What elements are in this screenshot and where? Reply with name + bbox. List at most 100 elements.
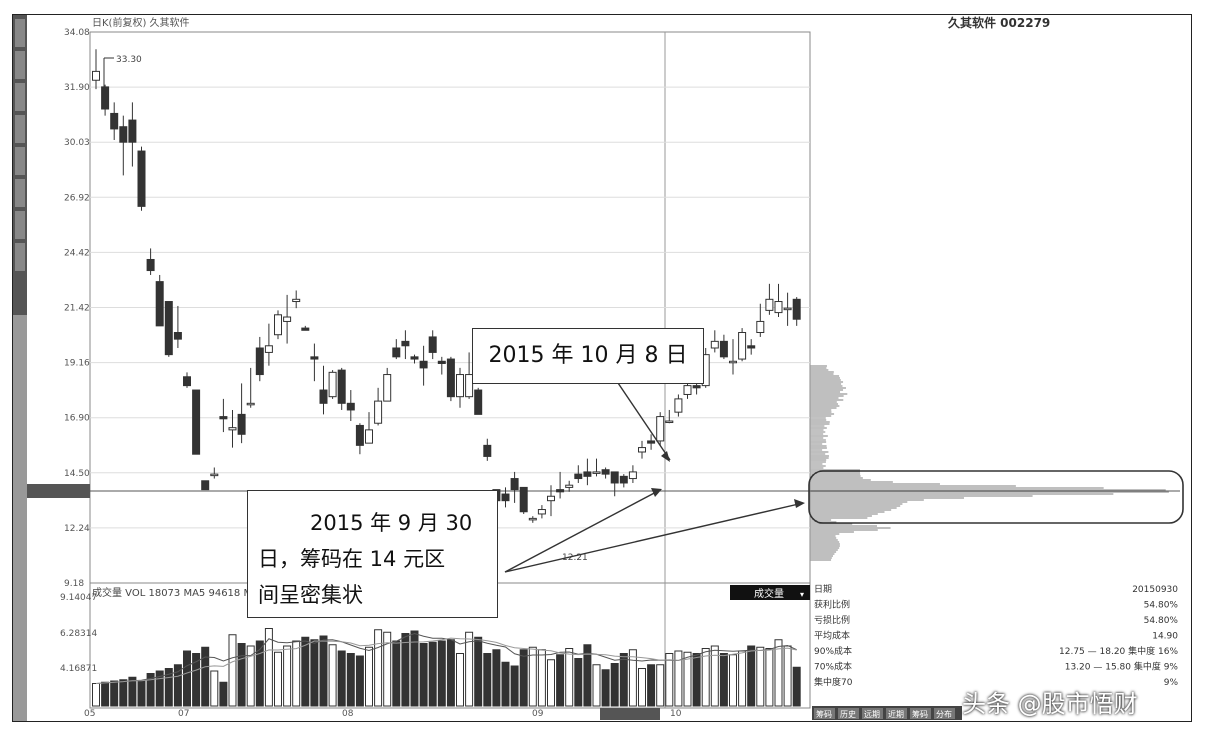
candle <box>475 388 482 415</box>
candle-body-down <box>156 282 163 326</box>
candle <box>129 102 136 166</box>
volume-bar <box>420 644 427 707</box>
candle-body-up <box>657 417 664 441</box>
volume-bar <box>657 665 664 706</box>
candle-body-down <box>120 127 127 142</box>
candle-body-up <box>757 321 764 332</box>
scroll-thumb[interactable] <box>600 708 660 720</box>
volume-bar <box>338 651 345 706</box>
volume-bar <box>493 650 500 706</box>
chip-row-label: 平均成本 <box>814 630 850 642</box>
candle-body-down <box>356 425 363 445</box>
candle-body-up <box>666 421 673 423</box>
candle-body-down <box>520 487 527 511</box>
candle-body-up <box>730 361 737 363</box>
candle-body-down <box>129 120 136 142</box>
candle-body-up <box>284 317 291 321</box>
candle-body-up <box>593 472 600 474</box>
callout-sep30-line3: 间呈密集状 <box>258 577 487 613</box>
candle <box>675 394 682 416</box>
candle <box>457 368 464 408</box>
candle-body-up <box>675 399 682 412</box>
callout-oct8: 2015 年 10 月 8 日 <box>472 328 704 384</box>
price-tick-label: 31.90 <box>64 83 90 93</box>
price-tick-label: 9.18 <box>64 579 84 589</box>
candle-body-up <box>766 299 773 310</box>
volume-bar <box>757 647 764 706</box>
candle-body-down <box>411 357 418 359</box>
candle <box>284 295 291 344</box>
candle <box>420 346 427 386</box>
candle <box>566 481 573 492</box>
volume-bar <box>566 649 573 707</box>
volume-bar <box>538 650 545 706</box>
candle-body-up <box>739 333 746 360</box>
volume-bar <box>766 649 773 707</box>
volume-tick-label: 4.16871 <box>60 664 97 674</box>
candle-body-down <box>111 113 118 128</box>
candle <box>639 441 646 459</box>
candle-body-up <box>566 485 573 487</box>
volume-bar <box>447 640 454 706</box>
chip-row-label: 获利比例 <box>814 599 850 611</box>
volume-bar <box>375 630 382 706</box>
candle-body-down <box>147 259 154 270</box>
candle <box>238 383 245 443</box>
candle <box>557 472 564 499</box>
candle <box>329 370 336 399</box>
volume-bar <box>457 654 464 707</box>
volume-bar <box>438 641 445 706</box>
candle-body-down <box>484 445 491 456</box>
volume-bar <box>220 682 227 706</box>
candle-body-down <box>393 348 400 357</box>
callout-sep30-line1: 2015 年 9 月 30 <box>258 505 487 541</box>
candle <box>784 293 791 326</box>
candle <box>438 357 445 375</box>
candle <box>538 505 545 518</box>
volume-bar <box>184 651 191 706</box>
candle-body-down <box>347 403 354 410</box>
candle-body-down <box>184 377 191 386</box>
candle-body-down <box>193 390 200 454</box>
date-axis: 05 07 08 09 10 <box>84 709 682 719</box>
candle <box>156 275 163 326</box>
volume-bar <box>284 646 291 706</box>
volume-tick-label: 6.28314 <box>60 629 97 639</box>
candle <box>666 410 673 423</box>
price-tick-label: 26.92 <box>64 193 90 203</box>
volume-bars <box>93 629 801 707</box>
candle-body-up <box>247 403 254 405</box>
candle <box>657 412 664 445</box>
candle <box>720 335 727 359</box>
volume-bar <box>648 665 655 706</box>
candle-body-up <box>293 299 300 301</box>
candle-body-down <box>602 470 609 474</box>
volume-bar <box>666 654 673 707</box>
candle-body-down <box>648 441 655 443</box>
chip-tabs-bar: 筹码 历史 远期 近期 筹码 分布 <box>812 706 962 720</box>
chip-row-label: 90%成本 <box>814 645 852 657</box>
candle <box>775 284 782 317</box>
chip-distribution <box>810 366 1169 560</box>
price-tick-label: 19.16 <box>64 359 90 369</box>
candle <box>793 297 800 326</box>
volume-bar <box>611 664 618 707</box>
candle-body-up <box>384 375 391 402</box>
candle-body-down <box>338 370 345 403</box>
candle <box>247 368 254 408</box>
volume-bar <box>93 684 100 707</box>
chip-row-value: 9% <box>1164 678 1179 688</box>
chip-tab-label: 筹码 <box>912 709 928 719</box>
candle <box>366 412 373 443</box>
candle <box>229 410 236 448</box>
volume-bar <box>129 677 136 706</box>
candle-series <box>93 49 801 523</box>
volume-axis-ticks: 9.14047 6.28314 4.16871 <box>60 593 97 674</box>
candle <box>484 439 491 461</box>
candle-body-up <box>329 372 336 396</box>
chip-row-label: 70%成本 <box>814 661 852 673</box>
candle-body-down <box>102 87 109 109</box>
price-tick-label: 16.90 <box>64 414 90 424</box>
candle-body-up <box>629 472 636 479</box>
candle <box>520 487 527 514</box>
